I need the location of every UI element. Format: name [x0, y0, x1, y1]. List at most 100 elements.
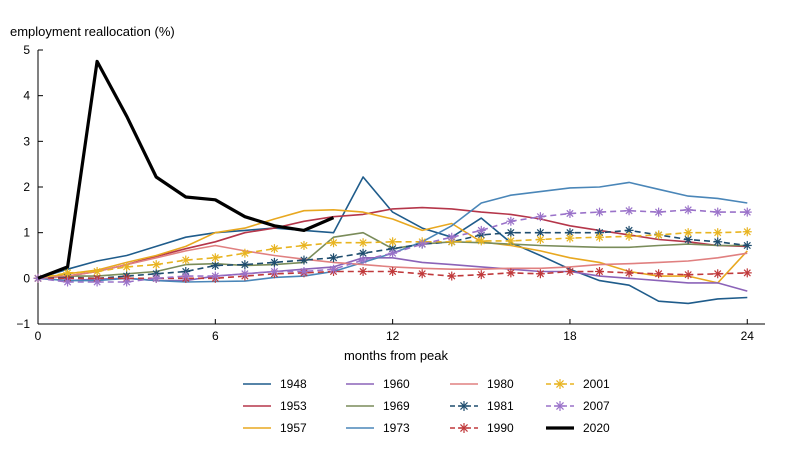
data-point-2007	[63, 277, 73, 287]
data-point-1981	[269, 257, 279, 267]
legend-item-1980: 1980	[450, 377, 514, 391]
data-point-2001	[535, 235, 545, 245]
data-point-1990	[476, 270, 486, 280]
data-point-1981	[683, 235, 693, 245]
data-point-2007	[388, 248, 398, 258]
x-tick-label: 6	[212, 329, 219, 343]
legend-item-1990: 1990	[450, 421, 514, 435]
data-point-2007	[417, 239, 427, 249]
data-point-1981	[506, 228, 516, 238]
y-tick-label: 4	[23, 89, 30, 103]
data-point-2001	[624, 231, 634, 241]
data-point-1990	[535, 269, 545, 279]
legend-marker	[459, 401, 469, 411]
data-point-1990	[624, 268, 634, 278]
legend-label: 1953	[280, 399, 307, 413]
data-point-2007	[535, 212, 545, 222]
data-point-2007	[269, 266, 279, 276]
data-point-2007	[624, 206, 634, 216]
legend-item-1957: 1957	[243, 421, 307, 435]
legend-label: 1973	[383, 421, 410, 435]
data-point-2007	[210, 271, 220, 281]
x-tick-label: 18	[563, 329, 577, 343]
series-line-2020	[37, 59, 335, 280]
series-line-1980	[37, 244, 748, 280]
x-axis-label: months from peak	[344, 348, 449, 363]
data-point-1990	[358, 266, 368, 276]
data-point-1990	[417, 269, 427, 279]
data-point-1990	[742, 268, 752, 278]
data-point-2001	[476, 236, 486, 246]
data-point-2007	[181, 271, 191, 281]
data-point-2007	[595, 207, 605, 217]
legend-marker	[555, 401, 565, 411]
legend-item-1953: 1953	[243, 399, 307, 413]
legend-label: 2001	[583, 377, 610, 391]
data-point-2001	[595, 232, 605, 242]
legend-item-1948: 1948	[243, 377, 307, 391]
series-group	[33, 59, 752, 305]
data-point-2007	[742, 207, 752, 217]
data-point-2001	[299, 240, 309, 250]
data-point-1981	[299, 255, 309, 265]
data-point-2001	[63, 268, 73, 278]
data-point-2001	[151, 260, 161, 270]
data-point-2001	[122, 262, 132, 272]
legend-label: 1980	[487, 377, 514, 391]
data-point-2001	[683, 228, 693, 238]
x-tick-label: 12	[386, 329, 400, 343]
data-point-1990	[565, 266, 575, 276]
data-point-2007	[476, 225, 486, 235]
legend-label: 2007	[583, 399, 610, 413]
legend: 1948 1953 1957 1960 1969 1973 1980 1981 1990 2001…	[243, 377, 610, 435]
legend-item-2020: 2020	[546, 421, 610, 435]
data-point-2001	[181, 255, 191, 265]
legend-label: 1948	[280, 377, 307, 391]
x-tick-label: 24	[741, 329, 755, 343]
data-point-2001	[565, 233, 575, 243]
legend-item-2007: 2007	[546, 399, 610, 413]
data-point-2001	[654, 230, 664, 240]
legend-item-1960: 1960	[346, 377, 410, 391]
legend-label: 1957	[280, 421, 307, 435]
data-point-2001	[506, 236, 516, 246]
data-point-1990	[447, 271, 457, 281]
y-tick-label: 3	[23, 134, 30, 148]
legend-item-1973: 1973	[346, 421, 410, 435]
legend-marker	[555, 379, 565, 389]
data-point-2007	[654, 207, 664, 217]
y-ticks: −1 0 1 2 3 4 5	[16, 43, 43, 331]
y-tick-label: 1	[23, 226, 30, 240]
y-tick-label: −1	[16, 317, 30, 331]
data-point-1990	[713, 269, 723, 279]
data-point-2007	[358, 255, 368, 265]
data-point-2007	[506, 216, 516, 226]
data-point-2007	[92, 277, 102, 287]
data-point-1990	[654, 269, 664, 279]
data-point-2001	[210, 253, 220, 263]
y-tick-label: 0	[23, 271, 30, 285]
legend-label: 1969	[383, 399, 410, 413]
legend-label: 1981	[487, 399, 514, 413]
data-point-2007	[151, 273, 161, 283]
data-point-2007	[122, 277, 132, 287]
data-point-2007	[240, 269, 250, 279]
data-point-1981	[240, 260, 250, 270]
y-axis-label: employment reallocation (%)	[10, 24, 175, 39]
data-point-1990	[506, 268, 516, 278]
legend-label: 2020	[583, 421, 610, 435]
data-point-1981	[329, 253, 339, 263]
data-point-2001	[713, 228, 723, 238]
data-point-2001	[742, 227, 752, 237]
y-tick-label: 2	[23, 180, 30, 194]
legend-marker	[459, 423, 469, 433]
data-point-2007	[299, 266, 309, 276]
x-tick-label: 0	[35, 329, 42, 343]
data-point-2001	[269, 244, 279, 254]
data-point-1990	[595, 266, 605, 276]
data-point-1981	[713, 237, 723, 247]
data-point-2001	[329, 238, 339, 248]
legend-label: 1960	[383, 377, 410, 391]
data-point-2007	[329, 264, 339, 274]
